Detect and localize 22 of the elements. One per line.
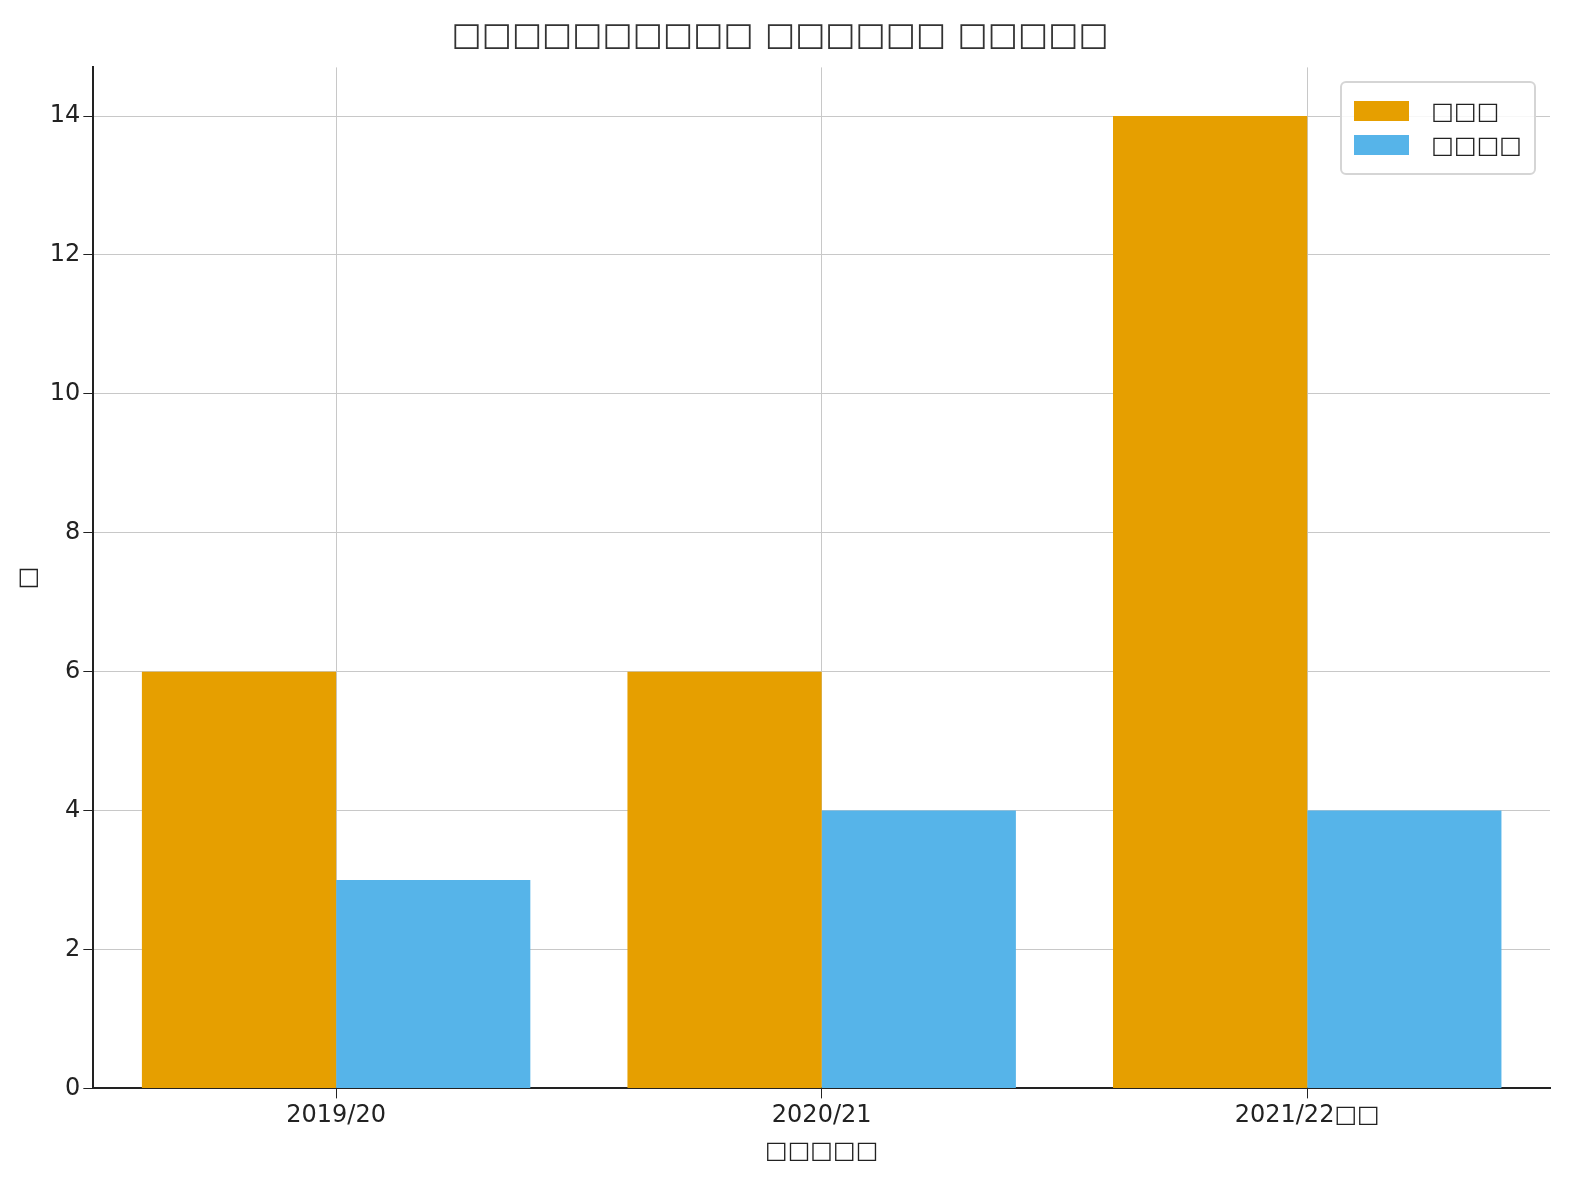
bar: [141, 671, 337, 1088]
y-tick-label: 14: [49, 100, 81, 129]
chart-title: □□□□□□□□□□ □□□□□□ □□□□□: [451, 14, 1109, 53]
y-tick-label: 6: [65, 655, 81, 684]
bar: [1113, 116, 1308, 1088]
y-tick-label: 12: [49, 239, 81, 268]
bar: [1307, 810, 1502, 1088]
y-tick-label: 8: [65, 516, 81, 545]
x-tick-label: 2019/20: [286, 1100, 386, 1129]
x-tick-label: 2020/21: [771, 1100, 872, 1129]
bar: [821, 810, 1016, 1088]
y-axis-title: □: [12, 566, 41, 590]
bar: [627, 671, 822, 1088]
legend-label: □□□: [1431, 97, 1500, 126]
bar: [336, 880, 531, 1088]
x-axis-title: □□□□□: [764, 1135, 879, 1164]
x-tick-label: 2021/22□□: [1234, 1100, 1380, 1129]
legend-label: □□□□: [1431, 131, 1522, 160]
y-tick-label: 0: [65, 1072, 81, 1101]
y-tick-label: 4: [65, 794, 81, 823]
y-tick-label: 10: [49, 378, 81, 407]
y-tick-label: 2: [65, 933, 81, 962]
